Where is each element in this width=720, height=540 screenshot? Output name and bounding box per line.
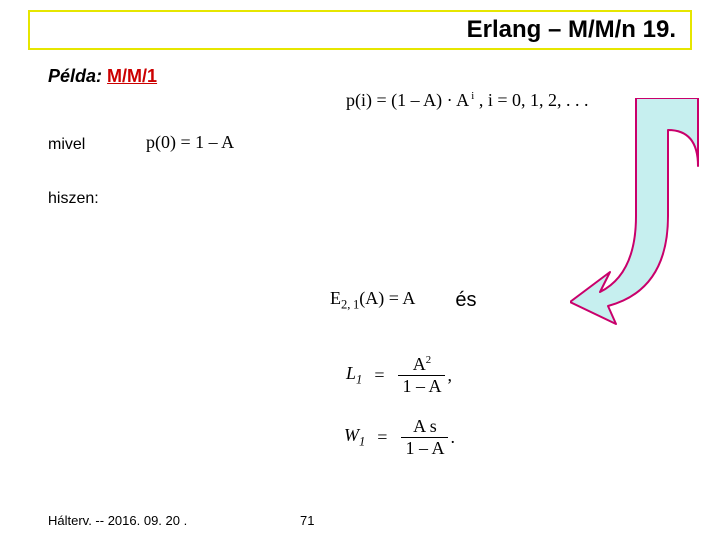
equation-pi-text: p(i) = (1 – A) · A i , i = 0, 1, 2, . . … bbox=[346, 90, 588, 110]
arrow-path bbox=[570, 98, 698, 324]
label-es: és bbox=[455, 289, 476, 312]
equation-L1: L1 = A2 1 – A , bbox=[346, 354, 452, 397]
page-number: 71 bbox=[300, 513, 314, 528]
equation-e21: E2, 1(A) = A bbox=[330, 288, 415, 313]
equation-L1-den: 1 – A bbox=[398, 375, 445, 397]
equation-L1-eq: = bbox=[374, 365, 384, 386]
equation-W1-lhs: W1 bbox=[344, 425, 365, 450]
label-hiszen: hiszen: bbox=[48, 190, 99, 208]
curved-arrow bbox=[570, 98, 706, 334]
equation-p0: p(0) = 1 – A bbox=[146, 132, 234, 153]
slide-title-box: Erlang – M/M/n 19. bbox=[28, 10, 692, 50]
equation-W1-tail: . bbox=[450, 427, 455, 448]
equation-W1-num: A s bbox=[409, 416, 441, 437]
label-mivel: mivel bbox=[48, 136, 85, 154]
equation-L1-tail: , bbox=[447, 365, 452, 386]
equation-pi: p(i) = (1 – A) · A i , i = 0, 1, 2, . . … bbox=[346, 90, 588, 111]
footer-text: Hálterv. -- 2016. 09. 20 . bbox=[48, 513, 187, 528]
equation-L1-lhs: L1 bbox=[346, 363, 362, 388]
equation-L1-num: A2 bbox=[409, 354, 435, 375]
equation-W1-eq: = bbox=[377, 427, 387, 448]
equation-e21-row: E2, 1(A) = A és bbox=[330, 284, 582, 316]
example-value: M/M/1 bbox=[107, 66, 157, 86]
equation-W1-frac: A s 1 – A bbox=[401, 416, 448, 459]
equation-L1-frac: A2 1 – A bbox=[398, 354, 445, 397]
curved-arrow-icon bbox=[570, 98, 706, 334]
example-label-row: Példa: M/M/1 bbox=[48, 66, 157, 87]
slide-title: Erlang – M/M/n 19. bbox=[467, 16, 676, 44]
equation-W1-den: 1 – A bbox=[401, 437, 448, 459]
equation-W1: W1 = A s 1 – A . bbox=[344, 416, 455, 459]
example-label: Példa: bbox=[48, 66, 102, 86]
